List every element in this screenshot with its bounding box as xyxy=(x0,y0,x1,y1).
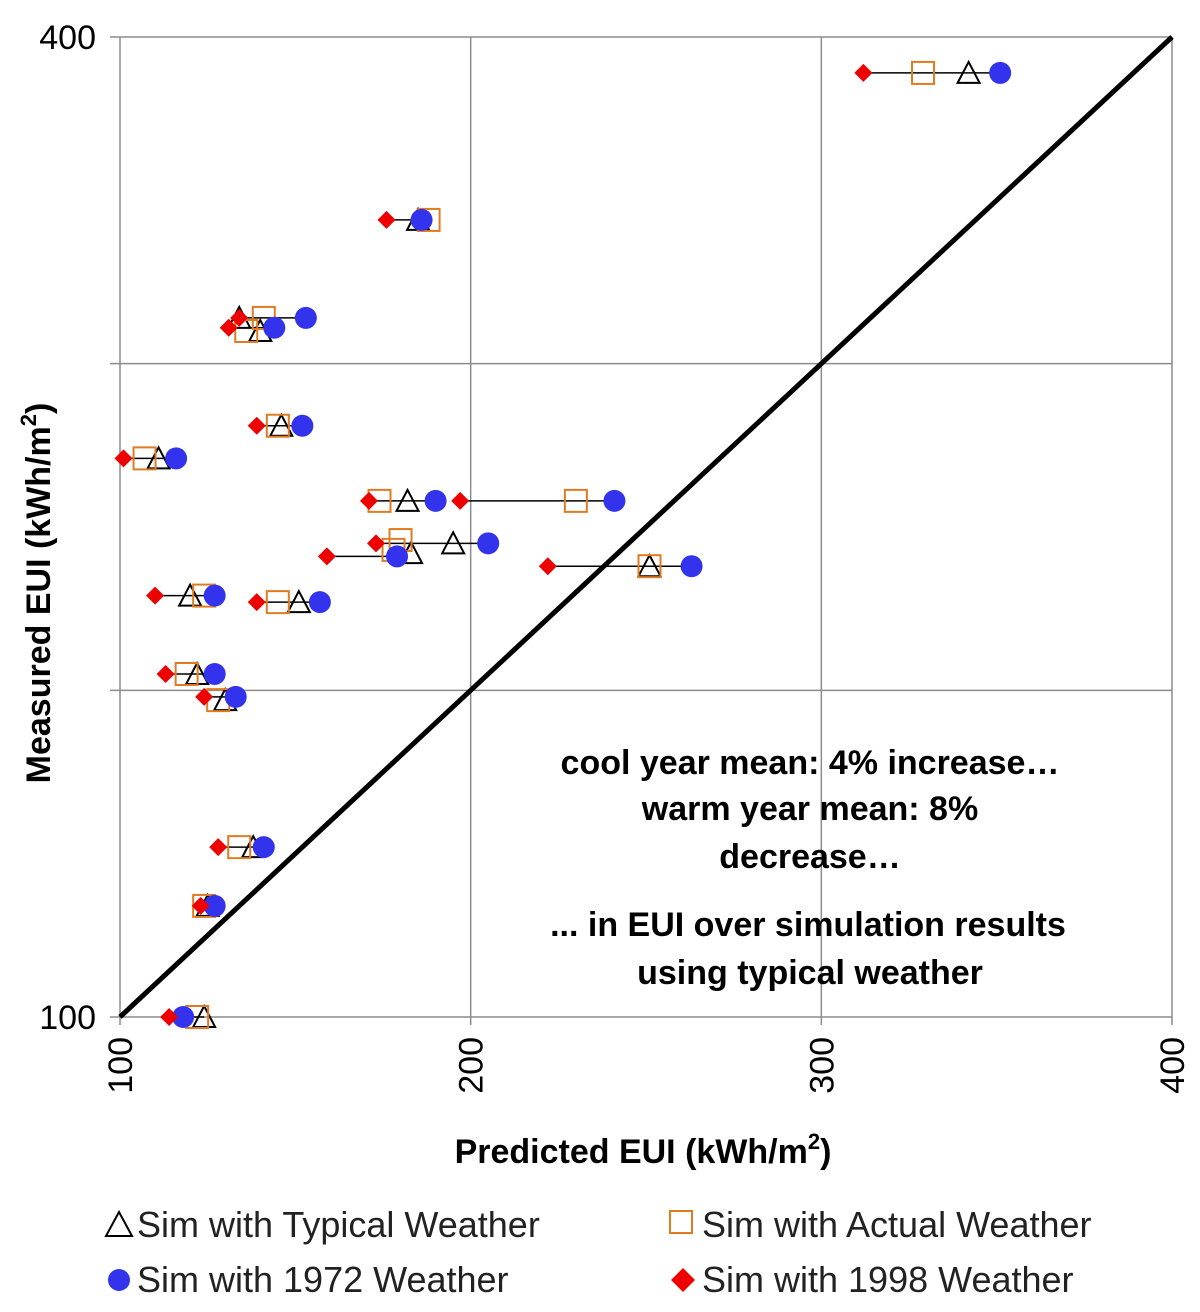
data-point-circle xyxy=(603,489,626,512)
data-point-diamond xyxy=(230,308,249,327)
legend-label: Sim with Typical Weather xyxy=(137,1204,540,1245)
data-point-square xyxy=(234,319,259,343)
legend-item-1972: Sim with 1972 Weather xyxy=(108,1259,509,1300)
data-point-square xyxy=(227,835,252,860)
legend: Sim with Typical Weather Sim with Actual… xyxy=(104,1204,1092,1300)
data-point-diamond xyxy=(366,534,385,553)
legend-item-typical: Sim with Typical Weather xyxy=(104,1204,540,1245)
data-point-circle xyxy=(291,414,314,437)
y-tick-label: 400 xyxy=(39,19,96,57)
x-tick-label: 200 xyxy=(453,1037,491,1094)
annotation-line-5: using typical weather xyxy=(637,954,983,992)
data-point-circle xyxy=(410,208,433,231)
identity-line xyxy=(118,35,1174,1019)
data-point-circle xyxy=(172,1006,195,1028)
data-point-diamond xyxy=(247,416,266,435)
annotation-line-2: warm year mean: 8% xyxy=(641,790,978,828)
data-point-triangle xyxy=(955,59,982,84)
markers xyxy=(114,59,1012,1029)
data-point-circle xyxy=(252,836,275,859)
data-point-diamond xyxy=(247,593,266,612)
data-point-square xyxy=(132,446,157,471)
annotation-line-1: cool year mean: 4% increase… xyxy=(561,744,1060,782)
data-point-diamond xyxy=(114,449,133,468)
data-point-circle xyxy=(203,894,226,917)
data-point-diamond xyxy=(191,896,210,915)
data-point-square xyxy=(265,590,290,615)
data-point-circle xyxy=(680,555,703,578)
legend-item-actual: Sim with Actual Weather xyxy=(669,1204,1092,1245)
data-point-triangle xyxy=(177,582,203,607)
reference-line xyxy=(118,35,1174,1019)
data-point-triangle xyxy=(440,530,466,555)
data-point-circle xyxy=(424,489,447,512)
data-point-triangle xyxy=(145,445,172,470)
diamond-marker-icon xyxy=(671,1268,695,1292)
data-point-diamond xyxy=(451,491,470,510)
triangle-marker-icon xyxy=(104,1209,134,1237)
data-point-circle xyxy=(386,545,409,568)
data-point-diamond xyxy=(538,557,557,576)
x-tick-label: 400 xyxy=(1154,1037,1192,1094)
data-point-circle xyxy=(294,306,317,329)
data-point-diamond xyxy=(146,586,165,605)
series-circle xyxy=(165,61,1012,1028)
data-point-triangle xyxy=(394,487,421,512)
x-axis-title: Predicted EUI (kWh/m2) xyxy=(455,1129,832,1171)
data-point-square xyxy=(637,554,662,579)
legend-label: Sim with Actual Weather xyxy=(702,1204,1092,1245)
data-point-circle xyxy=(203,663,226,685)
series-triangle xyxy=(145,59,982,1028)
legend-label: Sim with 1998 Weather xyxy=(702,1259,1074,1300)
data-point-circle xyxy=(989,61,1012,84)
data-point-diamond xyxy=(317,547,336,566)
data-point-diamond xyxy=(209,838,228,857)
data-point-circle xyxy=(308,591,331,614)
data-point-circle xyxy=(203,584,226,607)
data-point-square xyxy=(174,662,199,686)
data-point-diamond xyxy=(160,1008,179,1026)
square-marker-icon xyxy=(669,1210,693,1234)
series-square xyxy=(132,60,936,1029)
data-point-circle xyxy=(165,447,188,470)
annotation-line-4: ... in EUI over simulation results xyxy=(550,906,1066,944)
legend-label: Sim with 1972 Weather xyxy=(137,1259,509,1300)
y-tick-label: 100 xyxy=(39,999,96,1037)
annotation: cool year mean: 4% increase… warm year m… xyxy=(550,744,1066,992)
data-point-diamond xyxy=(854,63,873,82)
tick-labels: 100 400 100 200 300 400 xyxy=(39,19,1192,1094)
data-point-square xyxy=(911,60,936,85)
data-point-diamond xyxy=(156,665,175,683)
data-point-circle xyxy=(224,685,247,708)
data-point-circle xyxy=(477,532,500,555)
data-point-square xyxy=(563,488,588,513)
circle-marker-icon xyxy=(108,1269,130,1291)
x-tick-label: 300 xyxy=(803,1037,841,1094)
data-point-circle xyxy=(263,316,286,339)
data-point-diamond xyxy=(359,491,378,510)
data-point-square xyxy=(265,413,290,438)
legend-item-1998: Sim with 1998 Weather xyxy=(671,1259,1074,1300)
data-point-diamond xyxy=(219,318,238,337)
data-point-diamond xyxy=(377,210,396,229)
data-point-triangle xyxy=(286,588,312,614)
annotation-line-3: decrease… xyxy=(719,838,900,876)
y-axis-title: Measured EUI (kWh/m2) xyxy=(16,403,58,784)
grid xyxy=(110,36,1173,1025)
x-tick-label: 100 xyxy=(102,1037,140,1094)
data-point-diamond xyxy=(195,687,214,706)
series-diamond xyxy=(114,63,873,1026)
